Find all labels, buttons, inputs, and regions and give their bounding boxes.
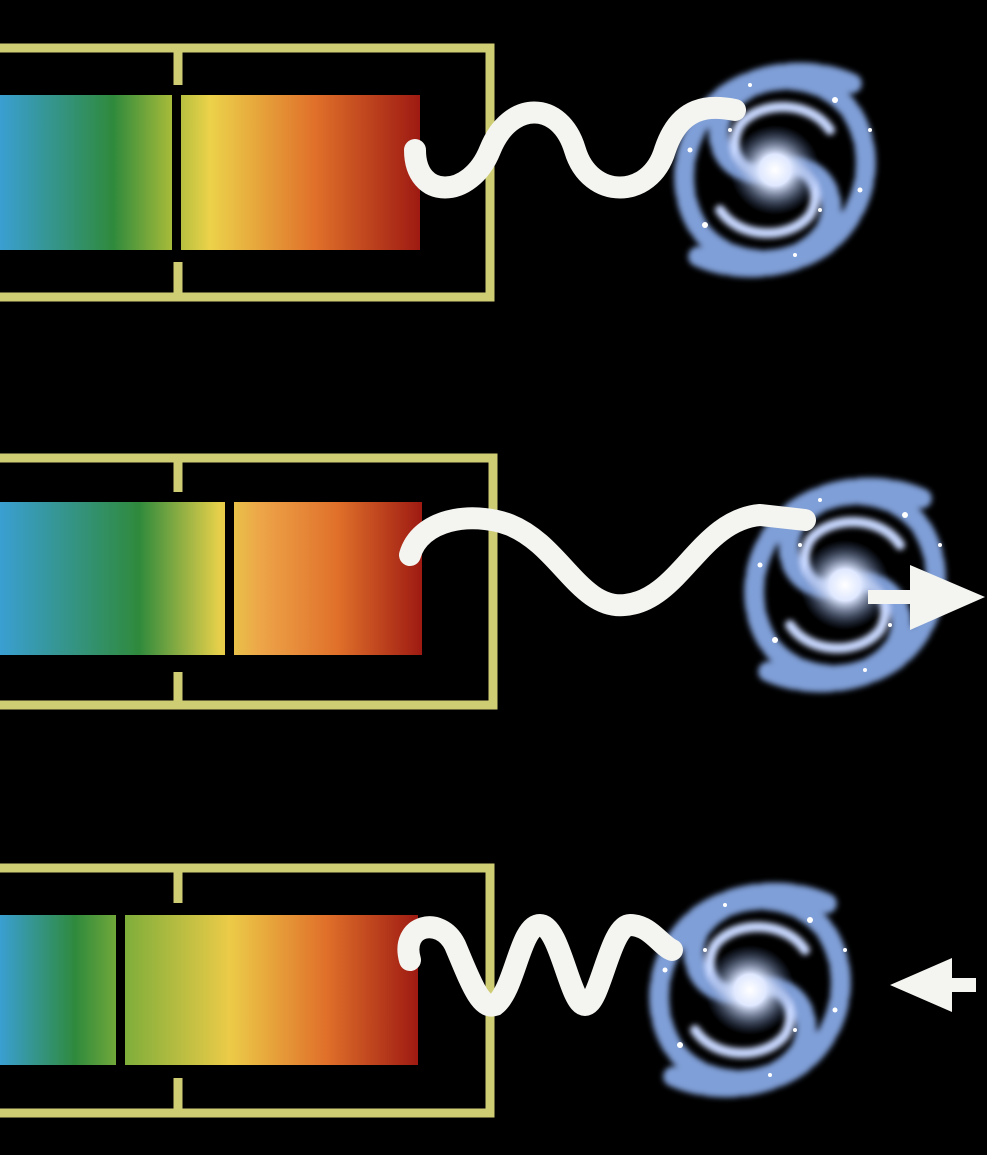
motion-arrow	[950, 978, 976, 992]
spectral-line	[172, 95, 181, 250]
spectral-line	[225, 502, 234, 655]
illustration	[0, 0, 987, 1155]
spectrum	[0, 95, 420, 250]
page: (() => { const data = JSON.parse(documen…	[0, 0, 987, 1155]
spectral-line	[116, 915, 125, 1065]
spectrum	[0, 502, 422, 655]
spectrum	[0, 915, 418, 1065]
